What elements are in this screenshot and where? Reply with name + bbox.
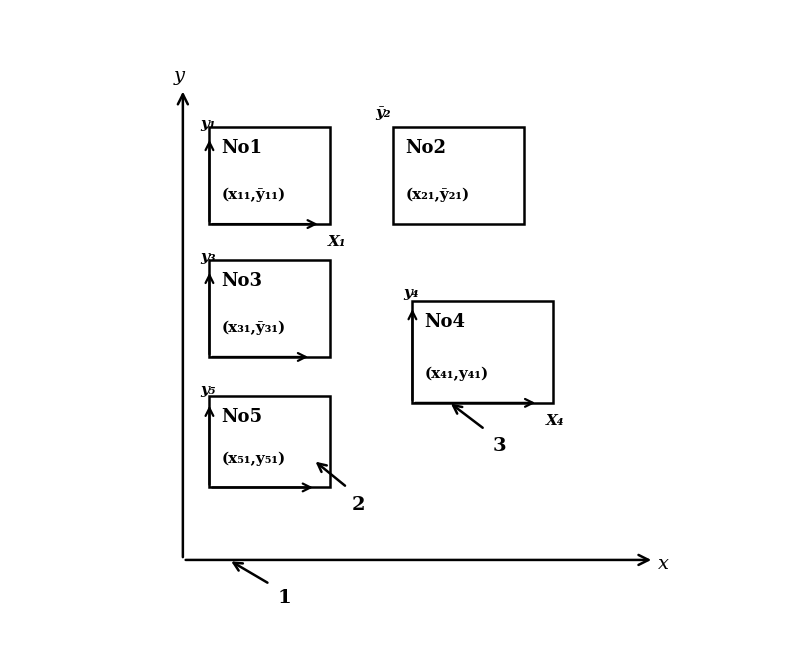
Text: (x₁₁,ȳ₁₁): (x₁₁,ȳ₁₁) — [222, 188, 286, 202]
Text: No5: No5 — [222, 408, 262, 426]
Text: 1: 1 — [277, 589, 291, 607]
Text: (x₂₁,ȳ₂₁): (x₂₁,ȳ₂₁) — [405, 188, 470, 202]
Bar — [210, 395, 330, 488]
Text: X₁: X₁ — [328, 235, 346, 248]
Bar — [210, 127, 330, 224]
Text: (x₃₁,ȳ₃₁): (x₃₁,ȳ₃₁) — [222, 321, 286, 335]
Text: y: y — [174, 67, 185, 85]
Text: No3: No3 — [222, 272, 262, 291]
Text: y₁: y₁ — [201, 117, 216, 131]
Text: No2: No2 — [405, 140, 446, 158]
Text: y₅: y₅ — [201, 383, 216, 397]
Text: (x₅₁,y₅₁): (x₅₁,y₅₁) — [222, 451, 286, 466]
Bar — [413, 301, 553, 403]
Text: X₄: X₄ — [546, 413, 564, 428]
Text: No4: No4 — [425, 314, 466, 331]
Text: y₃: y₃ — [201, 250, 216, 264]
Text: (x₄₁,y₄₁): (x₄₁,y₄₁) — [425, 366, 489, 381]
Bar — [393, 127, 523, 224]
Text: ȳ₂: ȳ₂ — [376, 106, 391, 120]
Bar — [210, 260, 330, 357]
Text: No1: No1 — [222, 140, 262, 158]
Text: y₄: y₄ — [404, 287, 419, 301]
Text: 3: 3 — [492, 437, 506, 455]
Text: x: x — [658, 555, 669, 573]
Text: 2: 2 — [352, 496, 366, 513]
